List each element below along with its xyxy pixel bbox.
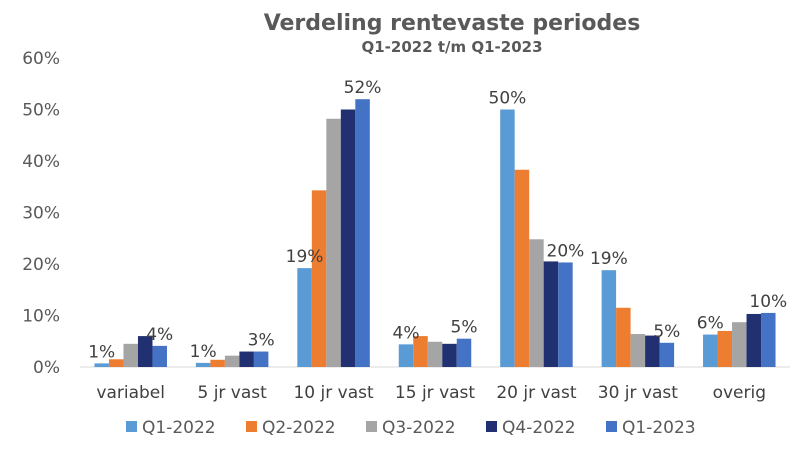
bar-q1-2022-6 (601, 270, 617, 367)
bar-q2-2022-1 (108, 359, 124, 367)
legend: Q1-2022 Q2-2022 Q3-2022 Q4-2022 Q1-2023 (126, 418, 696, 438)
legend-swatch (486, 421, 497, 432)
category-label: variabel (96, 383, 165, 403)
chart-title: Verdeling rentevaste periodes (264, 11, 641, 36)
bar-q3-2022-2 (224, 355, 240, 367)
chart-subtitle: Q1-2022 t/m Q1-2023 (361, 38, 542, 56)
data-label: 50% (489, 89, 527, 109)
y-tick-label: 20% (22, 255, 60, 275)
data-label: 4% (146, 325, 173, 345)
bar-q1-2023-2 (253, 351, 269, 367)
bar-q4-2022-6 (645, 335, 660, 367)
category-label: 20 jr vast (496, 383, 576, 403)
legend-swatch (366, 421, 377, 432)
data-label: 10% (749, 292, 787, 312)
data-labels-group: 1%4%1%3%19%52%4% 5%50%20% 19%5% 6%10% (88, 78, 787, 362)
bar-q4-2022-4 (442, 343, 457, 367)
bar-q1-2023-4 (456, 338, 472, 367)
data-label: 5% (451, 318, 478, 338)
bar-q1-2023-6 (659, 342, 675, 367)
y-tick-label: 10% (22, 307, 60, 327)
bar-q1-2022-4 (398, 344, 414, 367)
legend-label: Q3-2022 (382, 418, 456, 438)
bar-q3-2022-5 (529, 239, 544, 367)
y-tick-label: 30% (22, 204, 60, 224)
legend-label: Q4-2022 (502, 418, 576, 438)
y-tick-label: 60% (22, 49, 60, 69)
bar-q1-2022-7 (703, 334, 718, 367)
bar-q2-2022-2 (210, 359, 225, 367)
legend-swatch (606, 421, 617, 432)
bar-q1-2023-5 (558, 262, 573, 367)
bar-q2-2022-5 (514, 169, 530, 367)
data-label: 1% (190, 342, 217, 362)
y-tick-label: 40% (22, 152, 60, 172)
category-labels-group: variabel 5 jr vast 10 jr vast 15 jr vast 20 … (96, 383, 766, 403)
legend-label: Q1-2023 (622, 418, 696, 438)
data-label: 6% (697, 314, 724, 334)
bar-q3-2022-3 (326, 118, 341, 368)
bar-q1-2022-5 (500, 109, 515, 367)
bar-q4-2022-2 (239, 351, 254, 367)
data-label: 1% (88, 342, 115, 362)
category-label: 30 jr vast (598, 383, 678, 403)
category-label: overig (713, 383, 766, 403)
y-tick-label: 0% (33, 358, 60, 378)
bar-q4-2022-3 (340, 109, 356, 367)
bar-q4-2022-7 (746, 313, 762, 367)
bar-q2-2022-6 (616, 307, 631, 367)
legend-label: Q1-2022 (142, 418, 216, 438)
bar-q2-2022-7 (717, 330, 733, 367)
bar-q3-2022-4 (427, 341, 443, 367)
bar-q1-2023-1 (152, 345, 167, 367)
data-label: 19% (286, 247, 324, 267)
bar-q4-2022-5 (543, 261, 559, 367)
bar-q1-2023-3 (355, 99, 370, 367)
bar-q1-2023-7 (761, 312, 776, 367)
y-axis: 0% 10% 20% 30% 40% 50% 60% (22, 49, 60, 378)
data-label: 52% (344, 78, 382, 98)
bar-q3-2022-1 (123, 343, 138, 367)
legend-swatch (126, 421, 137, 432)
bar-q3-2022-6 (630, 334, 646, 367)
bar-q3-2022-7 (732, 322, 747, 367)
category-label: 5 jr vast (197, 383, 267, 403)
data-label: 3% (248, 331, 275, 351)
legend-label: Q2-2022 (262, 418, 336, 438)
legend-swatch (246, 421, 257, 432)
bar-q1-2022-2 (195, 362, 211, 367)
data-label: 5% (653, 322, 680, 342)
bar-q2-2022-3 (311, 190, 327, 367)
bars-group (94, 99, 776, 368)
y-tick-label: 50% (22, 101, 60, 121)
category-label: 10 jr vast (293, 383, 373, 403)
bar-q1-2022-3 (297, 268, 312, 367)
data-label: 20% (547, 241, 585, 261)
data-label: 19% (590, 249, 628, 269)
data-label: 4% (393, 323, 420, 343)
category-label: 15 jr vast (395, 383, 475, 403)
bar-q1-2022-1 (94, 363, 109, 367)
bar-q2-2022-4 (413, 336, 428, 367)
bar-q4-2022-1 (137, 336, 153, 367)
